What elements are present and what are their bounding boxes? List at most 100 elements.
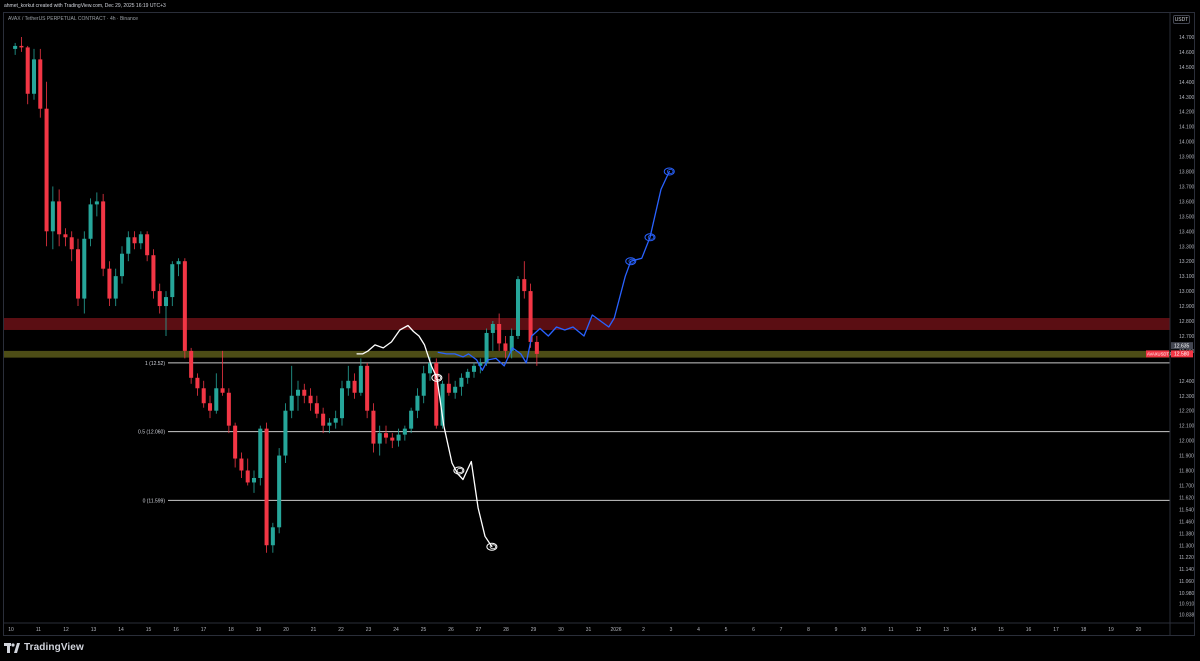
- footer: TradingView: [0, 637, 1200, 661]
- candle-body: [390, 437, 395, 441]
- candle-body: [101, 201, 106, 269]
- price-tag[interactable]: [1171, 342, 1193, 350]
- y-tick-label: 11.460: [1179, 519, 1194, 525]
- candle-body: [226, 392, 231, 426]
- x-tick-label: 4: [697, 627, 700, 633]
- candle-body: [409, 410, 414, 429]
- y-tick-label: 12.300: [1179, 394, 1195, 400]
- y-tick-label: 12.900: [1179, 304, 1195, 310]
- y-tick-label: 12.200: [1179, 409, 1195, 415]
- candle-body: [402, 428, 407, 435]
- candle-body: [270, 527, 275, 546]
- candle-body: [314, 403, 319, 414]
- y-tick-label: 14.700: [1179, 35, 1195, 41]
- candle-body: [434, 362, 439, 426]
- author-line: ahmet_korkut created with TradingView.co…: [4, 3, 166, 9]
- candle-body: [440, 383, 445, 426]
- candle-body: [453, 386, 458, 393]
- fib-level-label: 0 (11.599): [143, 498, 166, 504]
- bearish-drawing-path[interactable]: [356, 324, 493, 548]
- x-tick-label: 5: [725, 627, 728, 633]
- candle-body: [170, 264, 175, 298]
- candle-body: [295, 389, 301, 396]
- x-tick-label: 13: [943, 627, 949, 633]
- y-tick-label: 13.500: [1179, 214, 1195, 220]
- x-tick-label: 29: [531, 627, 537, 633]
- x-tick-label: 20: [283, 627, 289, 633]
- y-tick-label: 11.380: [1179, 531, 1194, 537]
- y-tick-label: 13.000: [1179, 289, 1195, 295]
- y-tick-label: 11.900: [1179, 454, 1194, 460]
- x-tick-label: 19: [1108, 627, 1114, 633]
- candle-body: [377, 433, 382, 444]
- candle-body: [44, 108, 49, 232]
- tradingview-logo-text: TradingView: [24, 642, 84, 653]
- x-tick-label: 31: [586, 627, 592, 633]
- chart-frame: [3, 12, 1195, 636]
- drawing-loop-inner: [628, 258, 635, 264]
- y-tick-label: 13.800: [1179, 170, 1195, 176]
- candle-body: [522, 279, 527, 292]
- candle-body: [471, 365, 477, 372]
- x-tick-label: 15: [998, 627, 1004, 633]
- candle-body: [57, 201, 62, 235]
- x-tick-label: 12: [63, 627, 69, 633]
- drawing-loop: [453, 466, 465, 475]
- current-price-tag[interactable]: [1171, 350, 1193, 358]
- x-tick-label: 19: [256, 627, 262, 633]
- candle-body: [25, 47, 30, 94]
- candle-body: [371, 410, 376, 444]
- fib-level-label: 1 (12.52): [145, 361, 165, 367]
- symbol-title[interactable]: AVAX / TetherUS PERPETUAL CONTRACT · 4h …: [8, 16, 139, 22]
- candle-body: [163, 297, 169, 307]
- x-tick-label: 20: [1136, 627, 1142, 633]
- y-tick-label: 14.600: [1179, 50, 1195, 56]
- candle-body: [308, 395, 313, 404]
- candle-body: [490, 323, 495, 333]
- candle-body: [515, 279, 521, 336]
- candle-body: [151, 255, 156, 292]
- drawing-loop: [625, 257, 637, 266]
- candle-body: [509, 335, 514, 351]
- candle-body: [13, 45, 18, 49]
- zone-support[interactable]: [4, 350, 1170, 358]
- y-tick-label: 11.220: [1179, 555, 1194, 561]
- x-tick-label: 3: [670, 627, 673, 633]
- x-tick-label: 10: [861, 627, 867, 633]
- candle-body: [503, 343, 508, 351]
- symbol-price-tag[interactable]: [1146, 350, 1169, 358]
- candle-body: [415, 395, 420, 411]
- candle-body: [126, 237, 131, 254]
- tradingview-icon: [4, 642, 20, 653]
- candle-body: [258, 428, 263, 478]
- x-tick-label: 17: [201, 627, 207, 633]
- bullish-drawing-path[interactable]: [437, 170, 670, 371]
- x-tick-label: 12: [916, 627, 922, 633]
- drawing-loop: [644, 233, 656, 242]
- drawing-loop-inner: [489, 544, 497, 550]
- y-tick-label: 11.800: [1179, 469, 1194, 475]
- y-tick-label: 14.300: [1179, 95, 1195, 101]
- y-tick-label: 14.200: [1179, 110, 1195, 116]
- zone-resistance[interactable]: [4, 318, 1170, 330]
- candle-body: [465, 371, 470, 378]
- y-tick-label: 11.700: [1179, 483, 1194, 489]
- x-tick-label: 15: [146, 627, 152, 633]
- candle-body: [220, 388, 225, 393]
- x-tick-label: 8: [807, 627, 810, 633]
- candle-body: [94, 201, 99, 205]
- currency-badge[interactable]: USDT: [1173, 15, 1190, 24]
- x-tick-label: 27: [476, 627, 482, 633]
- y-tick-label: 13.400: [1179, 229, 1195, 235]
- candle-body: [534, 341, 539, 354]
- x-tick-label: 9: [835, 627, 838, 633]
- tradingview-logo[interactable]: TradingView: [4, 642, 84, 653]
- candle-body: [157, 291, 162, 307]
- x-tick-label: 28: [503, 627, 509, 633]
- candle-body: [352, 380, 357, 393]
- y-tick-label: 10.838: [1179, 612, 1195, 618]
- candle-body: [69, 237, 74, 250]
- candle-body: [396, 434, 401, 441]
- fib-level-label: 0.5 (12.060): [138, 430, 165, 436]
